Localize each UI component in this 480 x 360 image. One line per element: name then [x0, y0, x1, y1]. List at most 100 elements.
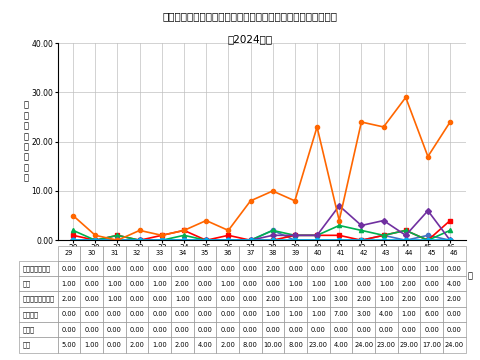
むつ — [204, 219, 209, 223]
五所川原 — [159, 238, 165, 242]
東地方・青森市 — [359, 238, 364, 242]
五所川原 — [93, 238, 98, 242]
上十三 — [359, 238, 364, 242]
上十三 — [425, 238, 431, 242]
弘前 — [226, 233, 231, 238]
上十三 — [93, 238, 98, 242]
弘前 — [270, 238, 276, 242]
むつ — [359, 120, 364, 124]
弘前 — [447, 219, 453, 223]
Text: （2024年）: （2024年） — [227, 34, 272, 44]
弘前 — [336, 233, 342, 238]
上十三 — [270, 238, 276, 242]
上十三 — [137, 238, 143, 242]
三戸地方・八戸市 — [204, 238, 209, 242]
むつ — [270, 189, 276, 193]
東地方・青森市 — [248, 238, 253, 242]
三戸地方・八戸市 — [381, 233, 386, 238]
Line: 上十三: 上十三 — [71, 238, 452, 242]
三戸地方・八戸市 — [292, 233, 298, 238]
五所川原 — [447, 238, 453, 242]
東地方・青森市 — [403, 238, 408, 242]
上十三 — [70, 238, 76, 242]
弘前 — [359, 238, 364, 242]
弘前 — [248, 238, 253, 242]
三戸地方・八戸市 — [447, 228, 453, 233]
東地方・青森市 — [93, 238, 98, 242]
上十三 — [336, 238, 342, 242]
弘前 — [159, 233, 165, 238]
五所川原 — [270, 233, 276, 238]
東地方・青森市 — [314, 238, 320, 242]
むつ — [226, 228, 231, 233]
東地方・青森市 — [137, 238, 143, 242]
三戸地方・八戸市 — [70, 228, 76, 233]
むつ — [447, 120, 453, 124]
上十三 — [381, 238, 386, 242]
三戸地方・八戸市 — [359, 228, 364, 233]
上十三 — [403, 238, 408, 242]
東地方・青森市 — [425, 233, 431, 238]
三戸地方・八戸市 — [159, 238, 165, 242]
むつ — [70, 213, 76, 218]
上十三 — [226, 238, 231, 242]
東地方・青森市 — [292, 238, 298, 242]
五所川原 — [425, 208, 431, 213]
むつ — [381, 125, 386, 129]
むつ — [248, 199, 253, 203]
弘前 — [425, 238, 431, 242]
上十三 — [292, 238, 298, 242]
東地方・青森市 — [70, 238, 76, 242]
Y-axis label: 定
点
当
た
り
報
告
数: 定 点 当 た り 報 告 数 — [24, 101, 28, 183]
Text: 青森県のマイコプラズマ肺炎　定点当たり報告数（保健所別）: 青森県のマイコプラズマ肺炎 定点当たり報告数（保健所別） — [162, 11, 337, 21]
五所川原 — [381, 219, 386, 223]
Line: 五所川原: 五所川原 — [71, 204, 452, 242]
三戸地方・八戸市 — [270, 228, 276, 233]
東地方・青森市 — [336, 238, 342, 242]
五所川原 — [70, 238, 76, 242]
Line: むつ: むつ — [71, 95, 452, 242]
東地方・青森市 — [226, 238, 231, 242]
東地方・青森市 — [447, 238, 453, 242]
五所川原 — [204, 238, 209, 242]
五所川原 — [292, 233, 298, 238]
三戸地方・八戸市 — [403, 228, 408, 233]
Line: 弘前: 弘前 — [71, 219, 452, 242]
むつ — [115, 238, 120, 242]
弘前 — [403, 228, 408, 233]
むつ — [93, 233, 98, 238]
五所川原 — [115, 238, 120, 242]
Line: 三戸地方・八戸市: 三戸地方・八戸市 — [71, 224, 452, 242]
上十三 — [159, 238, 165, 242]
三戸地方・八戸市 — [314, 233, 320, 238]
三戸地方・八戸市 — [248, 238, 253, 242]
東地方・青森市 — [270, 228, 276, 233]
むつ — [137, 228, 143, 233]
Line: 東地方・青森市: 東地方・青森市 — [71, 228, 452, 242]
三戸地方・八戸市 — [93, 238, 98, 242]
五所川原 — [137, 238, 143, 242]
東地方・青森市 — [381, 233, 386, 238]
弘前 — [204, 238, 209, 242]
弘前 — [115, 233, 120, 238]
上十三 — [447, 238, 453, 242]
五所川原 — [336, 204, 342, 208]
三戸地方・八戸市 — [425, 238, 431, 242]
五所川原 — [403, 233, 408, 238]
五所川原 — [226, 238, 231, 242]
上十三 — [314, 238, 320, 242]
むつ — [181, 228, 187, 233]
弘前 — [381, 233, 386, 238]
三戸地方・八戸市 — [336, 223, 342, 228]
東地方・青森市 — [115, 238, 120, 242]
三戸地方・八戸市 — [115, 233, 120, 238]
五所川原 — [181, 238, 187, 242]
むつ — [292, 199, 298, 203]
五所川原 — [359, 223, 364, 228]
弘前 — [70, 233, 76, 238]
弘前 — [314, 233, 320, 238]
上十三 — [248, 238, 253, 242]
弘前 — [137, 238, 143, 242]
上十三 — [204, 238, 209, 242]
弘前 — [292, 233, 298, 238]
